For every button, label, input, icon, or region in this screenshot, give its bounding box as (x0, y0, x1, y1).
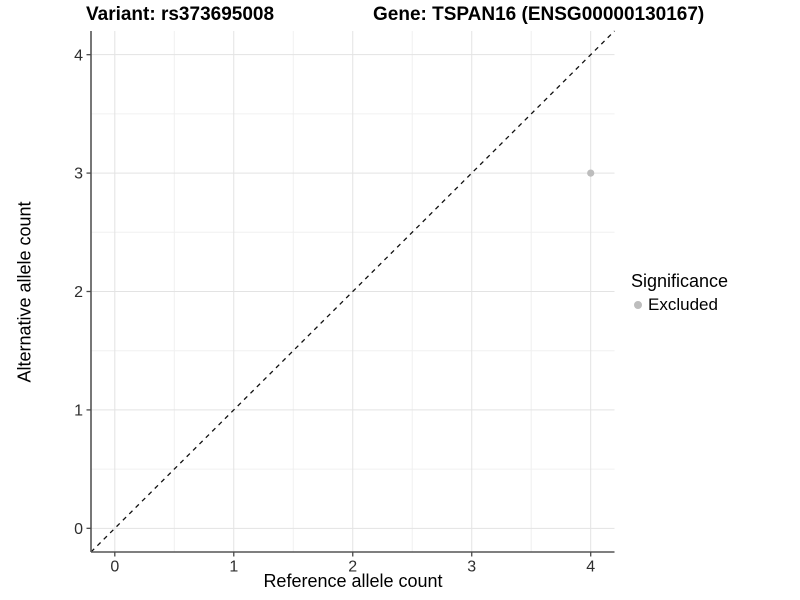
x-tick-label: 0 (110, 559, 119, 576)
y-tick-label: 4 (74, 47, 83, 64)
legend: Significance Excluded (631, 271, 728, 315)
y-tick-label: 1 (74, 403, 83, 420)
y-tick-label: 0 (74, 521, 83, 538)
legend-title: Significance (631, 271, 729, 291)
x-tick-label: 1 (229, 559, 238, 576)
identity-reference-line (90, 30, 615, 553)
gene-title: Gene: TSPAN16 (ENSG00000130167) (373, 4, 705, 25)
x-tick-label: 2 (348, 559, 357, 576)
y-tick-label: 2 (74, 284, 83, 301)
data-point (587, 169, 595, 177)
x-axis-title: Reference allele count (263, 571, 443, 591)
x-tick-label: 3 (467, 559, 476, 576)
legend-item-excluded: Excluded (631, 295, 728, 315)
y-tick-label: 3 (74, 166, 83, 183)
legend-item-label: Excluded (648, 295, 718, 314)
point-swatch-icon (634, 301, 642, 309)
y-axis-title: Alternative allele count (14, 201, 35, 383)
x-tick-label: 4 (586, 559, 595, 576)
variant-title: Variant: rs373695008 (86, 4, 275, 25)
